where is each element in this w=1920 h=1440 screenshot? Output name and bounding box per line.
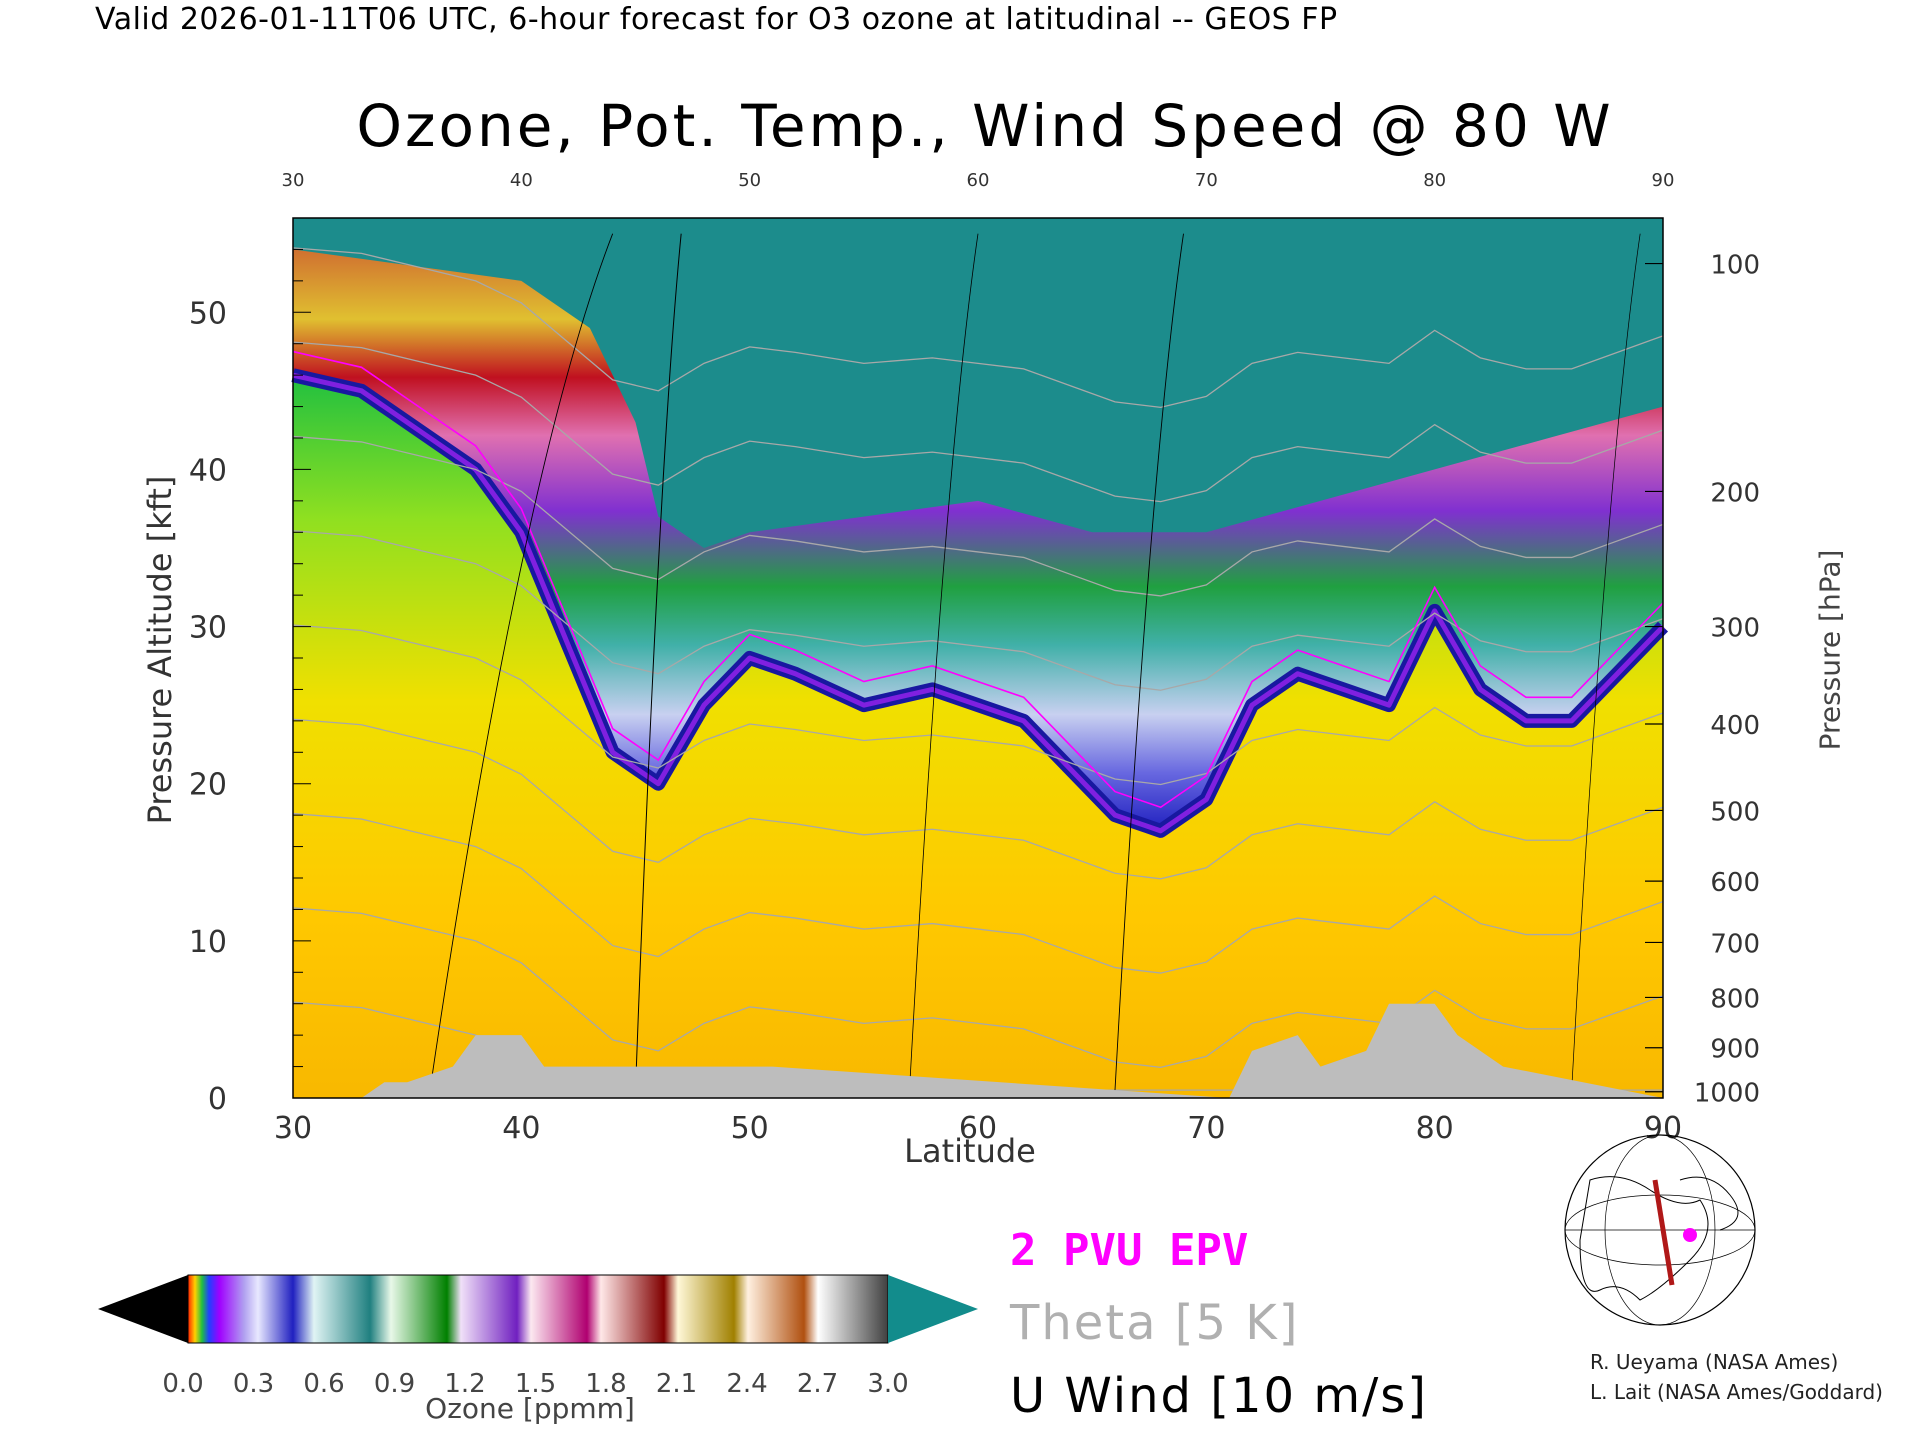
pressure-tick-labels: 100 200 300 400 500 600 700 800 900 1000 [1645,251,1760,1109]
y-tick-label: 20 [189,768,227,803]
x-tick-label-top: 60 [967,170,990,191]
u-wind-contour [909,233,979,1091]
u-wind-contour [1114,233,1184,1091]
x-tick-label: 30 [274,1111,312,1146]
troposphere-ozone-region [293,375,1663,1099]
map-coastline [1579,1176,1709,1301]
colorbar-tick-label: 0.0 [162,1369,203,1399]
plot-area [291,217,1669,1099]
x-tick-label: 80 [1416,1111,1454,1146]
colorbar-tick-labels: 0.0 0.3 0.6 0.9 1.2 1.5 1.8 2.1 2.4 2.7 3.0 [162,1369,908,1399]
pressure-tick-label: 700 [1710,929,1760,959]
pressure-tick-label: 600 [1710,868,1760,898]
x-tick-labels: 30 30 40 40 50 50 60 60 70 70 80 80 90 90 [274,170,1682,1146]
pressure-tick-label: 900 [1710,1035,1760,1065]
x-tick-label: 50 [731,1111,769,1146]
x-tick-label-top: 90 [1652,170,1675,191]
x-tick-label-top: 40 [510,170,533,191]
epv-2pvu-contour [292,350,1664,809]
x-tick-label-top: 80 [1423,170,1446,191]
y-tick-label: 40 [189,453,227,488]
x-tick-label-top: 50 [738,170,761,191]
colorbar-tick-label: 0.6 [303,1369,344,1399]
pressure-tick-label: 300 [1710,614,1760,644]
theta-contour [292,718,1664,880]
stratosphere-ozone-region [293,249,1663,831]
y-tick-labels: 0 10 20 30 40 50 [189,296,227,1117]
x-tick-label: 40 [502,1111,540,1146]
header-text: Valid 2026-01-11T06 UTC, 6-hour forecast… [95,2,1338,37]
pressure-tick-label: 100 [1710,251,1760,281]
pressure-tick-label: 1000 [1694,1079,1760,1109]
x-tick-label: 90 [1644,1111,1682,1146]
pole-marker [1683,1228,1697,1242]
x-tick-label-top: 30 [282,170,305,191]
colorbar-body [187,1274,889,1344]
pressure-tick-label: 800 [1710,984,1760,1014]
chart-title: Ozone, Pot. Temp., Wind Speed @ 80 W [356,92,1614,160]
pressure-tick-label: 500 [1710,797,1760,827]
map-coastline [1679,1176,1739,1231]
pressure-tick-label: 200 [1710,478,1760,508]
theta-contour [292,907,1664,1069]
section-line [1652,1179,1675,1286]
x-tick-label-top: 70 [1195,170,1218,191]
legend-epv: 2 PVU EPV [1010,1225,1249,1276]
theta-contour [292,530,1664,691]
theta-contour [292,812,1664,974]
u-wind-contour [1571,233,1641,1091]
theta-contour [292,435,1664,597]
colorbar-tick-label: 2.1 [656,1369,697,1399]
x-tick-label: 60 [959,1111,997,1146]
x-axis-label: Latitude [904,1132,1036,1170]
colorbar-tick-label: 3.0 [867,1369,908,1399]
colorbar-tick-label: 0.9 [374,1369,415,1399]
colorbar-tick-label: 1.2 [444,1369,485,1399]
theta-contour [292,624,1664,786]
y-tick-label: 0 [208,1082,227,1117]
y-tick-label: 10 [189,925,227,960]
tropopause-edge [292,372,1665,834]
y-tick-label: 50 [189,296,227,331]
x-tick-label: 70 [1187,1111,1225,1146]
terrain-mask [293,1003,1663,1098]
legend-theta: Theta [5 K] [1010,1295,1300,1351]
colorbar-high-arrow [888,1275,978,1343]
location-map [1564,1134,1756,1326]
colorbar-tick-label: 1.5 [515,1369,556,1399]
colorbar-tick-label: 2.4 [726,1369,767,1399]
pressure-tick-label: 400 [1710,711,1760,741]
colorbar-tick-label: 1.8 [585,1369,626,1399]
colorbar-tick-label: 2.7 [797,1369,838,1399]
colorbar-low-arrow [98,1275,188,1343]
theta-contour [292,247,1664,409]
credit-line: L. Lait (NASA Ames/Goddard) [1590,1380,1883,1404]
u-wind-contour [635,233,682,1091]
y-tick-label: 30 [189,611,227,646]
credit-line: R. Ueyama (NASA Ames) [1590,1350,1839,1374]
colorbar-label: Ozone [ppmm] [425,1392,635,1425]
u-wind-contour [429,233,614,1091]
colorbar-tick-label: 0.3 [233,1369,274,1399]
ozone-colorbar [98,1274,978,1344]
theta-contour [292,341,1664,503]
legend-wind: U Wind [10 m/s] [1010,1368,1429,1424]
